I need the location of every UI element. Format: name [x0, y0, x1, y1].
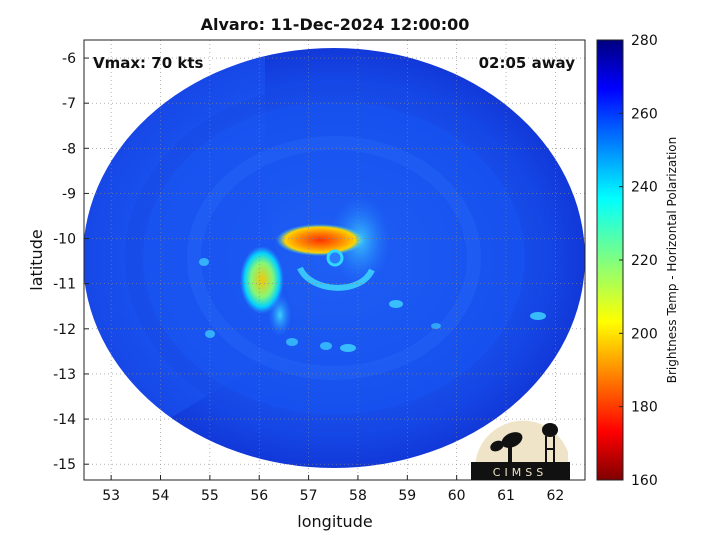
x-tick-label: 53	[102, 488, 120, 504]
x-axis-label: longitude	[297, 512, 372, 531]
x-tick-label: 60	[448, 488, 466, 504]
colorbar-tick-label: 280	[631, 33, 658, 49]
colorbar-tick-label: 180	[631, 400, 658, 416]
colorbar-tick-label: 260	[631, 106, 658, 122]
colorbar-label: Brightness Temp - Horizontal Polarizatio…	[665, 137, 679, 384]
chart-title: Alvaro: 11-Dec-2024 12:00:00	[201, 15, 470, 34]
grid-lines	[84, 40, 585, 480]
colorbar-ticks: 160 180 200 220 240 260 280	[619, 33, 658, 489]
colorbar-tick-label: 240	[631, 180, 658, 196]
colorbar-tick-label: 200	[631, 326, 658, 342]
x-tick-label: 58	[349, 488, 367, 504]
colorbar: 160 180 200 220 240 260 280 Brightness Temp - …	[596, 33, 679, 489]
cimss-logo-text: CIMSS	[493, 466, 547, 479]
plot-frame	[83, 39, 586, 481]
y-axis-label: latitude	[27, 229, 46, 290]
y-tick-label: -15	[53, 457, 76, 473]
y-tick-label: -7	[62, 96, 76, 112]
y-tick-label: -8	[62, 141, 76, 157]
y-tick-label: -14	[53, 412, 76, 428]
cimss-logo: CIMSS	[471, 420, 570, 480]
y-tick-label: -13	[53, 367, 76, 383]
x-tick-label: 62	[546, 488, 564, 504]
x-tick-label: 54	[152, 488, 170, 504]
y-tick-label: -12	[53, 322, 76, 338]
x-tick-label: 61	[497, 488, 515, 504]
x-tick-label: 56	[250, 488, 268, 504]
y-tick-label: -9	[62, 186, 76, 202]
x-tick-label: 55	[201, 488, 219, 504]
y-tick-label: -10	[53, 232, 76, 248]
colorbar-gradient	[596, 39, 624, 481]
colorbar-tick-label: 220	[631, 253, 658, 269]
axis-ticks: 53 54 55 56 57 58 59 60 61 62 -6 -7 -8 -9 -10 -11 -12 -13…	[53, 51, 564, 504]
storm-eye	[326, 249, 344, 267]
y-tick-label: -11	[53, 277, 76, 293]
time-offset-annotation: 02:05 away	[479, 54, 576, 72]
x-tick-label: 57	[300, 488, 318, 504]
brightness-temp-image	[84, 48, 585, 468]
colorbar-tick-label: 160	[631, 473, 658, 489]
y-tick-label: -6	[62, 51, 76, 67]
x-tick-label: 59	[398, 488, 416, 504]
vmax-annotation: Vmax: 70 kts	[93, 54, 203, 72]
